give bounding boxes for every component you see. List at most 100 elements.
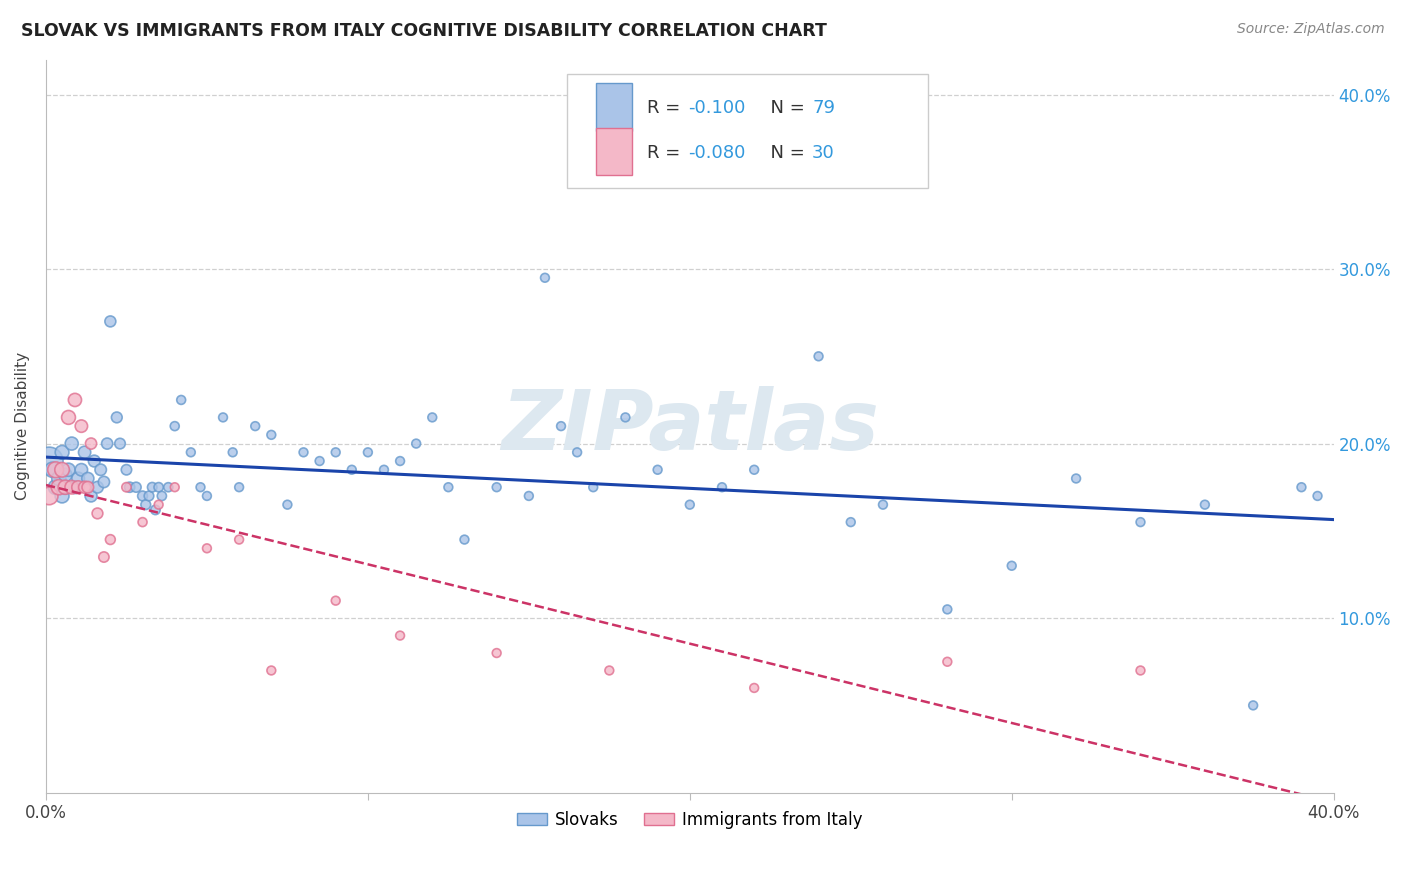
Point: [1194, 498, 1216, 512]
Text: -0.100: -0.100: [689, 99, 747, 118]
Point: [614, 410, 637, 425]
Point: [228, 533, 250, 547]
Point: [105, 410, 128, 425]
Point: [228, 480, 250, 494]
Point: [517, 489, 540, 503]
Point: [340, 463, 363, 477]
Point: [485, 646, 508, 660]
Point: [742, 463, 765, 477]
Point: [245, 419, 267, 434]
Bar: [596, 128, 631, 176]
Point: [872, 498, 894, 512]
Point: [60, 480, 83, 494]
Point: [67, 480, 90, 494]
Point: [80, 489, 103, 503]
Point: [195, 489, 218, 503]
Point: [90, 463, 112, 477]
Point: [550, 419, 572, 434]
Point: [453, 533, 475, 547]
Point: [437, 480, 460, 494]
Point: [51, 445, 73, 459]
Point: [325, 593, 347, 607]
Point: [76, 471, 98, 485]
Point: [276, 498, 298, 512]
Point: [679, 498, 702, 512]
FancyBboxPatch shape: [568, 74, 928, 188]
Point: [1064, 471, 1087, 485]
Point: [389, 629, 412, 643]
Point: [53, 480, 76, 494]
Point: [115, 463, 138, 477]
Point: [53, 480, 76, 494]
Point: [45, 480, 67, 494]
Point: [325, 445, 347, 459]
Point: [647, 463, 669, 477]
Point: [157, 480, 180, 494]
Point: [373, 463, 395, 477]
Point: [1291, 480, 1313, 494]
Point: [420, 410, 443, 425]
Point: [98, 314, 121, 328]
Point: [170, 392, 193, 407]
Point: [58, 463, 80, 477]
Point: [260, 428, 283, 442]
Point: [53, 468, 76, 483]
Point: [1129, 664, 1152, 678]
Point: [190, 480, 212, 494]
Point: [148, 498, 170, 512]
Point: [1001, 558, 1024, 573]
Point: [131, 515, 153, 529]
Y-axis label: Cognitive Disability: Cognitive Disability: [15, 352, 30, 500]
Text: R =: R =: [647, 99, 686, 118]
Point: [936, 655, 959, 669]
Point: [195, 541, 218, 556]
Text: N =: N =: [759, 99, 811, 118]
Point: [135, 498, 157, 512]
Point: [73, 480, 96, 494]
Point: [1129, 515, 1152, 529]
Point: [70, 419, 93, 434]
Point: [839, 515, 862, 529]
Point: [534, 270, 557, 285]
Point: [125, 480, 148, 494]
Point: [98, 533, 121, 547]
Point: [93, 549, 115, 564]
Point: [405, 436, 427, 450]
Point: [711, 480, 734, 494]
Text: 79: 79: [813, 99, 835, 118]
Text: R =: R =: [647, 144, 686, 162]
Point: [936, 602, 959, 616]
Point: [80, 436, 103, 450]
Point: [180, 445, 202, 459]
Point: [93, 475, 115, 489]
Point: [145, 503, 167, 517]
Point: [163, 480, 186, 494]
Text: ZIPatlas: ZIPatlas: [501, 385, 879, 467]
Point: [70, 463, 93, 477]
Point: [108, 436, 131, 450]
Point: [742, 681, 765, 695]
Bar: [596, 83, 631, 131]
Point: [73, 445, 96, 459]
Point: [38, 454, 60, 468]
Point: [118, 480, 141, 494]
Point: [308, 454, 330, 468]
Text: N =: N =: [759, 144, 811, 162]
Point: [582, 480, 605, 494]
Point: [163, 419, 186, 434]
Text: Source: ZipAtlas.com: Source: ZipAtlas.com: [1237, 22, 1385, 37]
Point: [212, 410, 235, 425]
Point: [45, 463, 67, 477]
Point: [357, 445, 380, 459]
Point: [598, 664, 620, 678]
Point: [148, 480, 170, 494]
Legend: Slovaks, Immigrants from Italy: Slovaks, Immigrants from Italy: [510, 805, 869, 836]
Point: [76, 480, 98, 494]
Point: [51, 463, 73, 477]
Point: [1306, 489, 1329, 503]
Point: [41, 463, 63, 477]
Point: [292, 445, 315, 459]
Point: [260, 664, 283, 678]
Text: 30: 30: [813, 144, 835, 162]
Point: [221, 445, 243, 459]
